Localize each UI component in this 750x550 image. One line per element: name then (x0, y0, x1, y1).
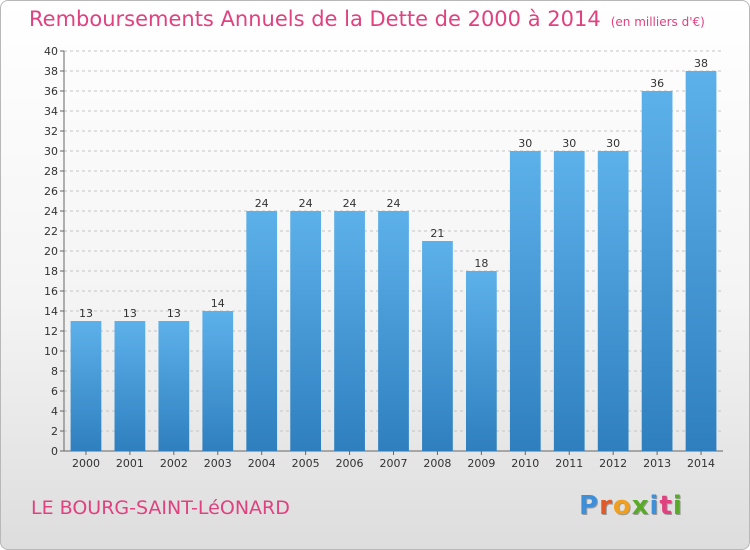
x-tick-label: 2005 (292, 457, 320, 470)
data-label: 24 (387, 197, 401, 210)
data-label: 18 (474, 257, 488, 270)
y-tick-label: 16 (44, 285, 58, 298)
y-tick-label: 38 (44, 65, 58, 78)
y-tick-label: 18 (44, 265, 58, 278)
x-tick-label: 2004 (248, 457, 276, 470)
bar (422, 241, 453, 451)
data-label: 36 (650, 77, 664, 90)
brand-logo-letter: i (672, 491, 683, 521)
bar (158, 321, 190, 451)
x-tick-label: 2007 (380, 457, 408, 470)
x-tick-label: 2002 (160, 457, 188, 470)
x-tick-label: 2003 (204, 457, 232, 470)
bars (70, 71, 717, 451)
data-label: 13 (123, 307, 137, 320)
bar (553, 151, 585, 451)
bar (290, 211, 322, 451)
brand-logo-letter: x (631, 491, 650, 521)
data-label: 13 (79, 307, 93, 320)
y-tick-label: 36 (44, 85, 58, 98)
x-tick-label: 2006 (336, 457, 364, 470)
data-label: 14 (211, 297, 225, 310)
bar (202, 311, 234, 451)
y-tick-label: 4 (51, 405, 58, 418)
brand-logo-letter: r (599, 491, 613, 521)
data-label: 21 (430, 227, 444, 240)
bar (685, 71, 717, 451)
chart-title-text: Remboursements Annuels de la Dette de 20… (29, 7, 601, 31)
x-tick-label: 2010 (511, 457, 539, 470)
data-label: 13 (167, 307, 181, 320)
data-label: 30 (606, 137, 620, 150)
y-tick-label: 40 (44, 45, 58, 58)
x-tick-label: 2011 (555, 457, 583, 470)
data-label: 24 (299, 197, 313, 210)
y-tick-label: 12 (44, 325, 58, 338)
x-tick-label: 2000 (72, 457, 100, 470)
data-label: 24 (255, 197, 269, 210)
brand-logo-letter: t (659, 491, 673, 521)
chart-title: Remboursements Annuels de la Dette de 20… (29, 7, 705, 31)
x-tick-label: 2013 (643, 457, 671, 470)
x-tick-label: 2009 (467, 457, 495, 470)
bar (509, 151, 541, 451)
y-tick-label: 30 (44, 145, 58, 158)
bar (641, 91, 673, 451)
chart-subtitle: (en milliers d'€) (610, 15, 705, 29)
y-tick-label: 14 (44, 305, 58, 318)
y-tick-label: 26 (44, 185, 58, 198)
axes: 0246810121416182022242628303234363840200… (44, 45, 723, 470)
y-tick-label: 28 (44, 165, 58, 178)
x-tick-label: 2008 (423, 457, 451, 470)
data-label: 24 (343, 197, 357, 210)
bar (597, 151, 629, 451)
labels: 13 13 13 14 24 24 24 24 21 18 30 30 30 36 38 (79, 57, 708, 320)
bar (246, 211, 278, 451)
brand-logo-letter: o (612, 491, 632, 521)
y-tick-label: 6 (51, 385, 58, 398)
y-tick-label: 2 (51, 425, 58, 438)
x-tick-label: 2014 (687, 457, 715, 470)
y-tick-label: 22 (44, 225, 58, 238)
y-tick-label: 10 (44, 345, 58, 358)
data-label: 30 (562, 137, 576, 150)
y-tick-label: 32 (44, 125, 58, 138)
y-tick-label: 34 (44, 105, 58, 118)
bar (378, 211, 409, 451)
brand-logo: Proxiti (579, 491, 683, 521)
y-tick-label: 0 (51, 445, 58, 458)
y-tick-label: 8 (51, 365, 58, 378)
brand-logo-letter: i (649, 491, 660, 521)
data-label: 38 (694, 57, 708, 70)
bar (114, 321, 146, 451)
y-tick-label: 24 (44, 205, 58, 218)
bar (70, 321, 102, 451)
town-name: LE BOURG-SAINT-LéONARD (31, 497, 290, 519)
data-label: 30 (518, 137, 532, 150)
x-tick-label: 2001 (116, 457, 144, 470)
brand-logo-letter: P (579, 491, 600, 521)
y-tick-label: 20 (44, 245, 58, 258)
bar (334, 211, 365, 451)
bar (465, 271, 497, 451)
x-tick-label: 2012 (599, 457, 627, 470)
